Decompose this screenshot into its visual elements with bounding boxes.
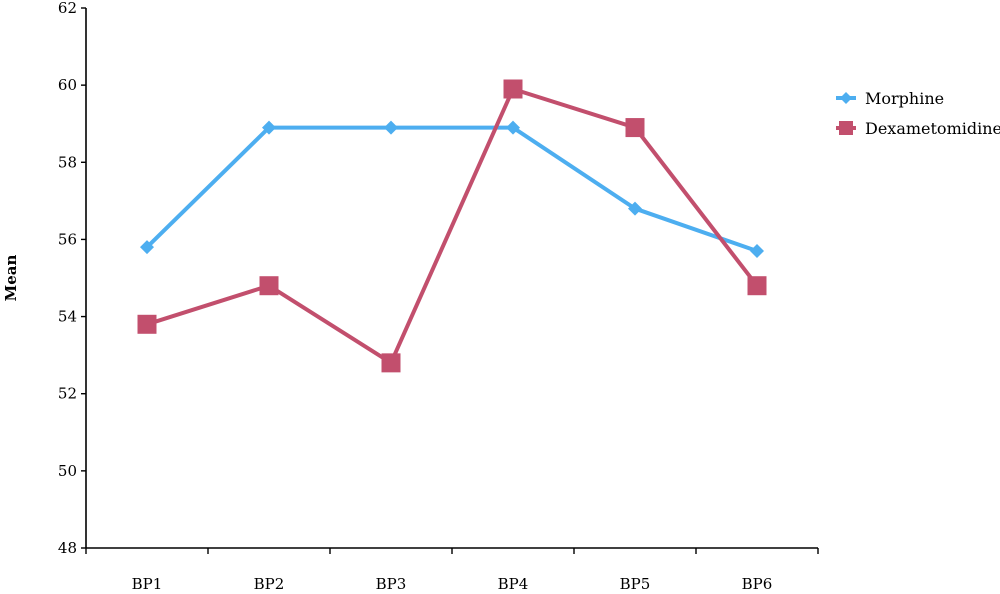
- y-tick-label: 48: [58, 539, 77, 557]
- legend-item: Dexametomidine: [836, 119, 1000, 138]
- x-tick-label: BP5: [620, 575, 651, 593]
- data-point: [384, 120, 398, 135]
- legend: Morphine Dexametomidine: [836, 89, 1000, 138]
- series-line: [146, 87, 759, 365]
- y-tick-label: 54: [58, 308, 77, 326]
- legend-label: Morphine: [865, 89, 944, 108]
- y-tick-label: 58: [58, 153, 77, 171]
- data-point: [503, 79, 523, 99]
- legend-item: Morphine: [836, 89, 944, 108]
- data-point: [262, 120, 276, 135]
- series-morphine: [140, 120, 764, 258]
- x-axis: BP1 BP2 BP3 BP4 BP5 BP6: [85, 547, 819, 593]
- legend-label: Dexametomidine: [865, 119, 1000, 138]
- series-line: [145, 125, 758, 253]
- legend-swatch-marker: [840, 92, 852, 104]
- data-point: [747, 276, 767, 296]
- y-tick-label: 62: [58, 0, 77, 17]
- data-point: [506, 120, 520, 135]
- x-tick-label: BP6: [742, 575, 773, 593]
- y-tick-label: 50: [58, 462, 77, 480]
- y-axis-title: Mean: [2, 255, 20, 302]
- x-tick-label: BP1: [132, 575, 163, 593]
- series-dexametomidine: [137, 79, 767, 373]
- series-layer: [137, 79, 767, 373]
- y-tick-label: 60: [58, 76, 77, 94]
- data-point: [137, 314, 157, 334]
- y-axis: 48 50 52 54 56 58 60 62: [58, 0, 87, 557]
- x-tick-label: BP4: [498, 575, 529, 593]
- data-point: [381, 353, 401, 373]
- data-point: [140, 240, 154, 255]
- data-point: [259, 276, 279, 296]
- legend-swatch-marker: [839, 121, 853, 135]
- data-point: [750, 244, 764, 258]
- x-tick-label: BP2: [254, 575, 285, 593]
- data-point: [625, 118, 645, 138]
- y-tick-label: 52: [58, 385, 77, 403]
- y-tick-label: 56: [58, 230, 77, 248]
- x-tick-label: BP3: [376, 575, 407, 593]
- data-point: [628, 201, 642, 216]
